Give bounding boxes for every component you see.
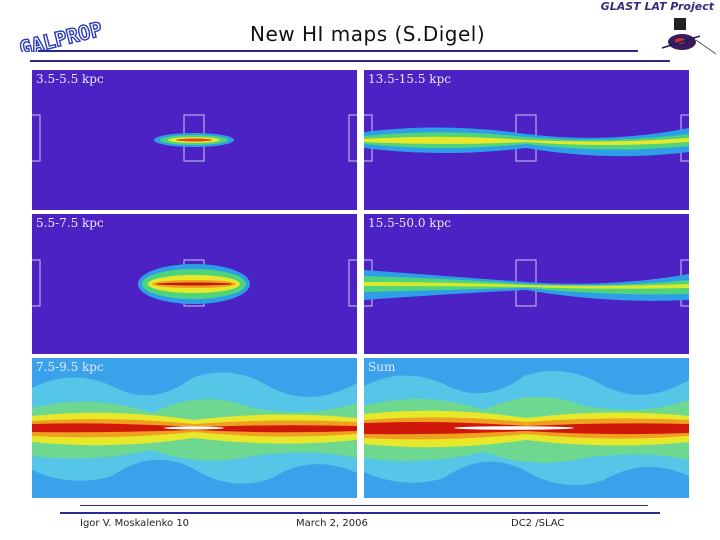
hi-map-panel: 7.5-9.5 kpc bbox=[32, 358, 357, 498]
glast-satellite-icon bbox=[660, 14, 718, 58]
glast-lat-project-label: GLAST LAT Project bbox=[600, 0, 714, 13]
hi-map-panel: Sum bbox=[364, 358, 689, 498]
galprop-logo-text: GALPROP bbox=[17, 17, 104, 52]
hi-map-panel: 15.5-50.0 kpc bbox=[364, 214, 689, 354]
header-rule-bottom bbox=[30, 60, 670, 62]
footer-author: Igor V. Moskalenko 10 bbox=[80, 518, 190, 529]
footer-rule-bottom bbox=[60, 512, 660, 514]
panel-label: 7.5-9.5 kpc bbox=[36, 360, 104, 374]
header-rule-top bbox=[38, 50, 638, 52]
hi-map-grid: 3.5-5.5 kpc 13.5-15.5 kpc 5.5-7.5 kpc bbox=[32, 70, 689, 499]
hi-map-panel: 13.5-15.5 kpc bbox=[364, 70, 689, 210]
panel-label: 13.5-15.5 kpc bbox=[368, 72, 451, 86]
footer-venue: DC2 /SLAC bbox=[511, 518, 565, 529]
footer-rule-top bbox=[80, 505, 648, 506]
hi-map-panel: 5.5-7.5 kpc bbox=[32, 214, 357, 354]
panel-label: 5.5-7.5 kpc bbox=[36, 216, 104, 230]
galprop-logo: GALPROP bbox=[14, 6, 105, 61]
panel-label: Sum bbox=[368, 360, 396, 374]
panel-label: 3.5-5.5 kpc bbox=[36, 72, 104, 86]
panel-label: 15.5-50.0 kpc bbox=[368, 216, 451, 230]
footer-date: March 2, 2006 bbox=[296, 518, 368, 529]
hi-map-panel: 3.5-5.5 kpc bbox=[32, 70, 357, 210]
page-title: New HI maps (S.Digel) bbox=[250, 22, 486, 46]
